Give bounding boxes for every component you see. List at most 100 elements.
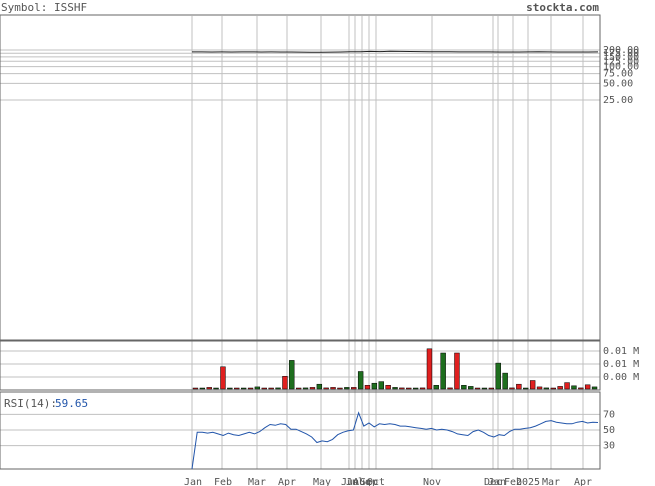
price-line bbox=[192, 50, 599, 53]
x-tick-label: Feb bbox=[214, 477, 232, 486]
volume-bar bbox=[213, 387, 219, 390]
volume-bar bbox=[433, 385, 439, 390]
volume-bar bbox=[254, 386, 261, 390]
volume-tick-label: 0.01 M bbox=[603, 359, 639, 370]
volume-bar bbox=[412, 387, 419, 390]
volume-panel bbox=[0, 340, 601, 391]
volume-bar bbox=[220, 366, 226, 390]
price-tick-label: 50.00 bbox=[603, 78, 633, 89]
symbol-label: Symbol: ISSHF bbox=[1, 1, 87, 14]
price-tick-label: 200.00 bbox=[603, 45, 639, 56]
volume-bar bbox=[364, 385, 371, 390]
volume-bar bbox=[474, 387, 481, 390]
price-tick-label: 75.00 bbox=[603, 69, 633, 80]
rsi-axis: 70 50 30 bbox=[603, 409, 615, 451]
x-tick-label: Mar bbox=[248, 477, 266, 486]
volume-bar bbox=[488, 387, 495, 390]
volume-bar bbox=[523, 387, 529, 390]
volume-bar bbox=[502, 372, 508, 390]
x-tick-label: Oct bbox=[367, 477, 385, 486]
volume-bar bbox=[564, 382, 570, 390]
x-tick-label: 2025 bbox=[516, 477, 540, 486]
volume-bar bbox=[550, 387, 556, 390]
grid-lines bbox=[0, 16, 600, 469]
volume-bar bbox=[199, 387, 206, 390]
rsi-panel bbox=[0, 391, 601, 470]
volume-bar bbox=[206, 387, 212, 390]
volume-bar bbox=[591, 386, 598, 390]
volume-bar bbox=[447, 387, 453, 390]
volume-bar bbox=[234, 387, 240, 390]
volume-bar bbox=[419, 387, 426, 390]
x-tick-label: Jun bbox=[341, 477, 359, 486]
volume-bar bbox=[378, 381, 384, 390]
volume-bar bbox=[302, 387, 309, 390]
x-tick-label: Sep bbox=[360, 477, 378, 486]
price-tick-label: 25.00 bbox=[603, 95, 633, 106]
rsi-tick-label: 70 bbox=[603, 409, 615, 420]
price-tick-label: 125.00 bbox=[603, 56, 639, 67]
volume-bar bbox=[289, 360, 295, 390]
price-tick-label: 100.00 bbox=[603, 62, 639, 73]
volume-bar bbox=[516, 383, 522, 390]
volume-bar bbox=[357, 371, 364, 390]
volume-bar bbox=[481, 387, 488, 390]
x-tick-label: Jul bbox=[346, 477, 364, 486]
rsi-line bbox=[191, 411, 599, 470]
volume-bar bbox=[240, 387, 247, 390]
volume-bar bbox=[392, 387, 398, 390]
volume-bar bbox=[282, 376, 288, 390]
volume-bar bbox=[309, 387, 316, 390]
x-tick-label: Dec bbox=[484, 477, 502, 486]
rsi-tick-label: 30 bbox=[603, 441, 615, 452]
volume-bar bbox=[426, 348, 433, 390]
x-tick-label: Feb bbox=[504, 477, 522, 486]
volume-bar bbox=[557, 386, 563, 390]
volume-bar bbox=[509, 387, 515, 390]
x-tick-label: Jan bbox=[184, 477, 202, 486]
price-panel bbox=[0, 14, 601, 341]
volume-bar bbox=[351, 387, 357, 390]
volume-bar bbox=[337, 387, 343, 390]
volume-bar bbox=[468, 386, 474, 390]
volume-bar bbox=[536, 386, 543, 390]
x-tick-label: Nov bbox=[423, 477, 441, 486]
volume-bar bbox=[268, 387, 274, 390]
volume-bar bbox=[316, 383, 323, 390]
volume-bar bbox=[275, 387, 281, 390]
x-tick-label: Aug bbox=[353, 477, 371, 486]
volume-bar bbox=[454, 352, 460, 390]
rsi-label: RSI(14): bbox=[4, 397, 57, 410]
volume-bar bbox=[461, 385, 467, 390]
volume-tick-label: 0.00 M bbox=[603, 372, 639, 383]
volume-bar bbox=[371, 382, 378, 390]
rsi-tick-label: 50 bbox=[603, 425, 615, 436]
volume-bar bbox=[385, 385, 391, 390]
volume-bar bbox=[584, 384, 591, 390]
volume-plot bbox=[192, 348, 598, 390]
site-name: stockta.com bbox=[526, 1, 599, 14]
volume-bar bbox=[578, 387, 584, 390]
price-tick-label: 150.00 bbox=[603, 52, 639, 63]
volume-bar bbox=[440, 352, 446, 390]
volume-bar bbox=[323, 387, 329, 390]
volume-bar bbox=[295, 387, 302, 390]
x-tick-label: Apr bbox=[278, 477, 296, 486]
volume-bar bbox=[192, 387, 199, 390]
volume-bar bbox=[227, 387, 233, 390]
price-tick-label: 175.00 bbox=[603, 48, 639, 59]
volume-bar bbox=[399, 387, 405, 390]
volume-bar bbox=[529, 380, 536, 390]
x-tick-label: May bbox=[313, 477, 331, 486]
x-tick-label: Mar bbox=[542, 477, 560, 486]
rsi-plot bbox=[191, 411, 599, 470]
rsi-value: 59.65 bbox=[55, 397, 88, 410]
volume-bar bbox=[543, 387, 550, 390]
price-axis: 200.00175.00150.00125.00100.0075.0050.00… bbox=[603, 45, 639, 106]
volume-bar bbox=[247, 387, 254, 390]
price-plot bbox=[192, 50, 599, 53]
volume-axis: 0.01 M 0.01 M 0.00 M bbox=[603, 346, 639, 383]
volume-bar bbox=[571, 385, 577, 390]
